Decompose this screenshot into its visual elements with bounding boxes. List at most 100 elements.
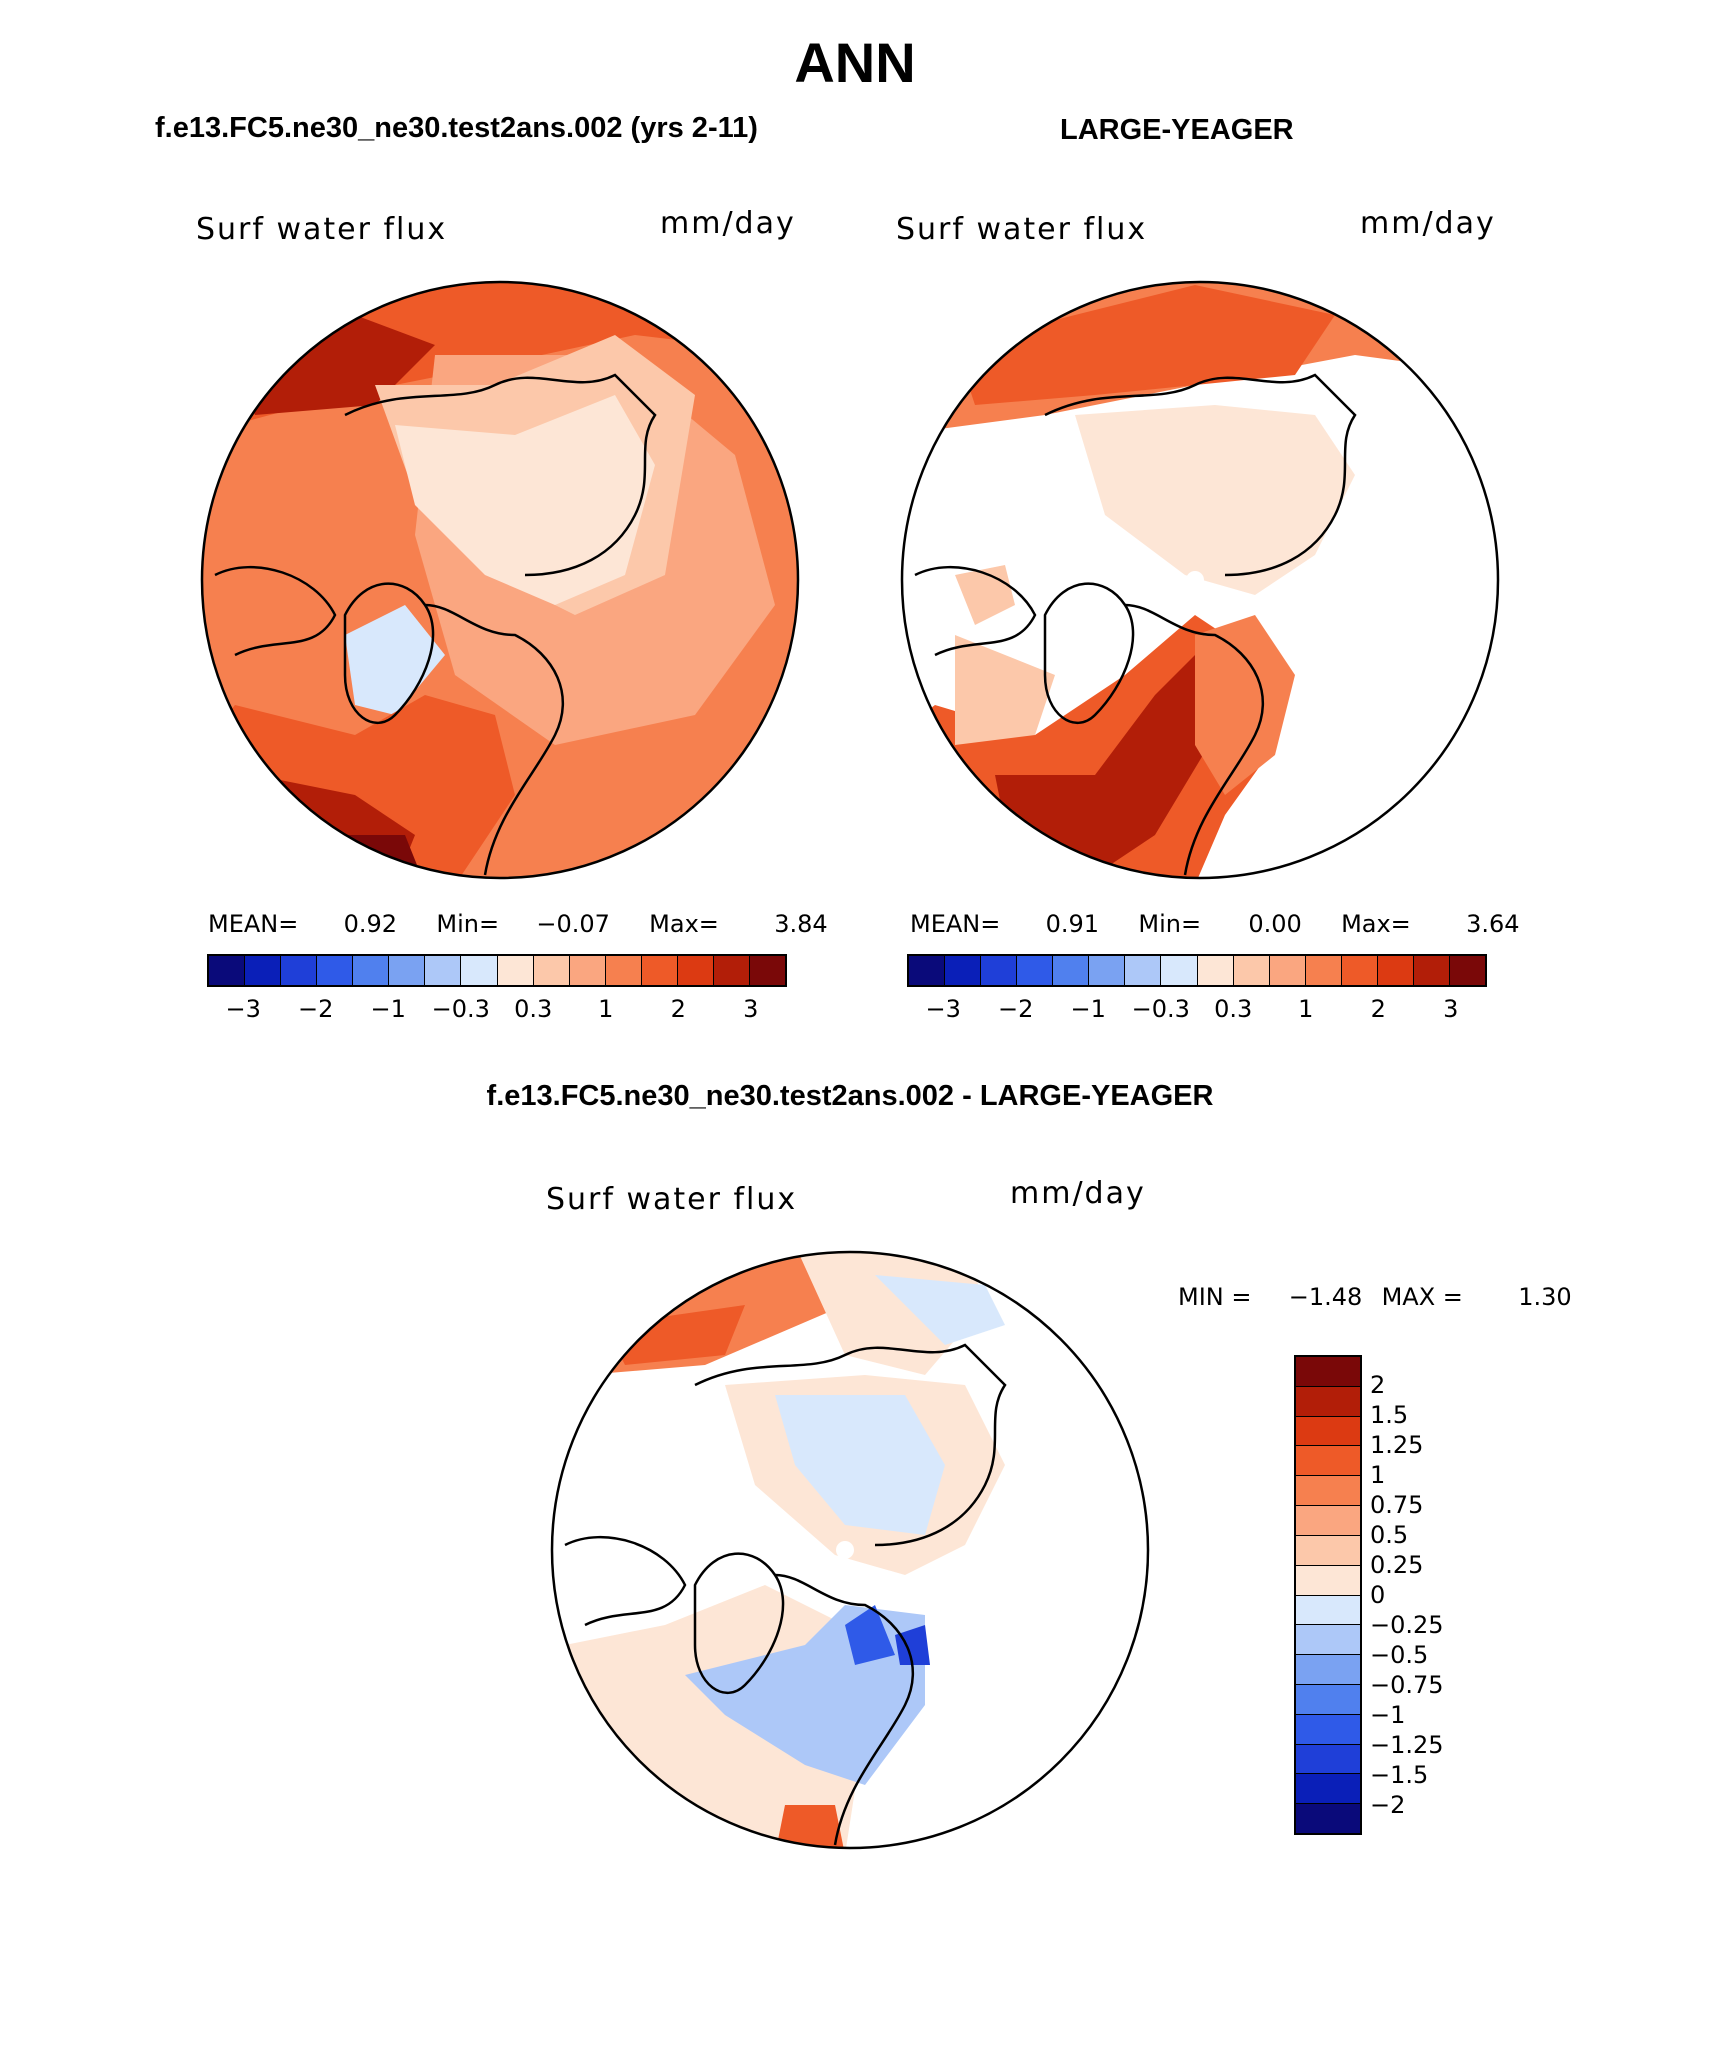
colorbar-cell [1296,1714,1360,1745]
colorbar-diff-label: 2 [1370,1371,1386,1399]
units-label-diff: mm/day [1010,1176,1146,1211]
field-band-arctic [1075,405,1355,595]
colorbar-tick-label: −3 [925,995,961,1023]
colorbar-cell [1197,956,1234,985]
coast-greenland [1043,582,1135,725]
colorbar-diff-label: 1.25 [1370,1431,1424,1459]
coast-eurasia [1044,373,1357,577]
min-value: 0.00 [1248,910,1302,938]
pole-missing [836,1541,854,1559]
map-border [550,1250,1150,1850]
colorbar-right-ticks: −3 −2 −1 −0.3 0.3 1 2 3 [907,995,1487,1025]
colorbar-tick-label: −0.3 [1131,995,1190,1023]
colorbar-diff-label: −0.25 [1370,1611,1444,1639]
page-title: ANN [794,31,916,94]
colorbar-cell [569,956,606,985]
field-band-atlantic-dark [995,655,1215,875]
coast-greenland [343,582,435,725]
colorbar-left-ticks: −3 −2 −1 −0.3 0.3 1 2 3 [207,995,787,1025]
colorbar-cell [1377,956,1414,985]
max-value: 3.64 [1466,910,1520,938]
colorbar-tick-label: 3 [1443,995,1459,1023]
colorbar-cell [1449,956,1485,985]
colorbar-diff-label: −1 [1370,1701,1406,1729]
colorbar-cell [497,956,534,985]
colorbar-cell [1233,956,1270,985]
colorbar-tick-label: −2 [998,995,1034,1023]
colorbar-diff-label: −1.25 [1370,1731,1444,1759]
field-band-min-2 [895,1625,930,1665]
colorbar-cell [1296,1744,1360,1775]
colorbar-cell [389,956,426,985]
colorbar-cell [1089,956,1126,985]
colorbar-cell [1296,1506,1360,1536]
colorbar-cell [605,956,642,985]
mean-label: MEAN= [910,910,1001,938]
min-label: MIN = [1178,1283,1252,1311]
max-label: Max= [1341,910,1411,938]
map-border [200,280,800,880]
colorbar-cell [1296,1684,1360,1715]
colorbar-cell [1296,1446,1360,1477]
colorbar-cell [317,956,354,985]
colorbar-cell [677,956,714,985]
field-band-north-dark [955,285,1335,405]
colorbar-cell [1296,1565,1360,1596]
colorbar-diff [1294,1355,1362,1835]
coast-greenland [693,1552,785,1695]
field-band-bering [795,1252,985,1375]
min-label: Min= [1138,910,1202,938]
colorbar-cell [1413,956,1450,985]
coast-canada [214,566,337,657]
colorbar-cell [1017,956,1054,985]
colorbar-diff-label: 1 [1370,1461,1386,1489]
colorbar-cell [1296,1625,1360,1656]
colorbar-cell [1296,1535,1360,1566]
max-value: 3.84 [774,910,828,938]
coast-canada [914,566,1037,657]
colorbar-cell [1296,1655,1360,1685]
field-band-arctic-blue [775,1395,945,1535]
colorbar-tick-label: 1 [598,995,614,1023]
case-title-diff: f.e13.FC5.ne30_ne30.test2ans.002 - LARGE… [486,1080,1214,1112]
colorbar-cell [209,956,246,985]
variable-label-diff: Surf water flux [546,1182,798,1217]
field-band-bering-blue [875,1275,1005,1345]
stats-right: MEAN= 0.91 Min= 0.00 Max= 3.64 [910,910,1520,938]
colorbar-diff-label: 1.5 [1370,1401,1409,1429]
colorbar-cell [981,956,1018,985]
pole-missing [1186,571,1204,589]
colorbar-cell [1161,956,1198,985]
colorbar-cell [1125,956,1162,985]
colorbar-cell [641,956,678,985]
case-title-left: f.e13.FC5.ne30_ne30.test2ans.002 (yrs 2-… [155,112,758,144]
units-label-right: mm/day [1360,206,1496,241]
colorbar-cell [1296,1595,1360,1626]
colorbar-tick-label: 2 [1370,995,1386,1023]
colorbar-cell [1341,956,1378,985]
colorbar-tick-label: 0.3 [514,995,553,1023]
coast-scandinavia [774,1573,915,1846]
colorbar-cell [1296,1386,1360,1417]
polar-map-right [900,280,1500,880]
colorbar-cell [1305,956,1342,985]
colorbar-tick-label: −2 [298,995,334,1023]
colorbar-cell [1053,956,1090,985]
colorbar-tick-label: −1 [1070,995,1106,1023]
colorbar-cell [461,956,498,985]
polar-map-left [200,280,800,880]
colorbar-cell [909,956,946,985]
colorbar-cell [1296,1804,1360,1833]
max-value: 1.30 [1518,1283,1572,1311]
colorbar-left [207,954,787,987]
variable-label-right: Surf water flux [896,212,1148,247]
colorbar-diff-label: −1.5 [1370,1761,1429,1789]
coast-scandinavia [424,603,565,876]
map-border [900,280,1500,880]
max-label: MAX = [1381,1283,1463,1311]
coast-canada [564,1536,687,1627]
stats-left: MEAN= 0.92 Min= −0.07 Max= 3.84 [208,910,828,938]
polar-map-diff [550,1250,1150,1850]
min-value: −1.48 [1288,1283,1363,1311]
max-label: Max= [649,910,719,938]
